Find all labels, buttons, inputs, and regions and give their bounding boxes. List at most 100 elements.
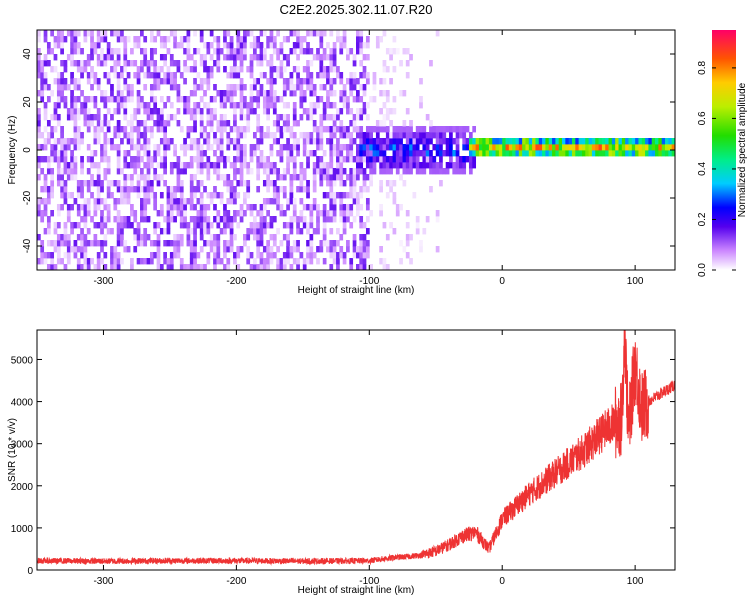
heatmap-cell — [133, 162, 138, 169]
heatmap-cell — [166, 210, 171, 217]
heatmap-cell — [60, 90, 64, 97]
heatmap-cell — [329, 210, 334, 217]
heatmap-cell — [306, 138, 310, 145]
heatmap-cell — [362, 264, 367, 270]
heatmap-cell — [349, 222, 354, 229]
heatmap-cell — [236, 156, 241, 163]
heatmap-cell — [56, 204, 61, 211]
heatmap-cell — [113, 48, 118, 55]
heatmap-cell — [113, 252, 118, 259]
heatmap-cell — [83, 264, 88, 270]
heatmap-cell — [249, 42, 254, 49]
heatmap-cell — [262, 48, 267, 55]
heatmap-cell — [312, 198, 317, 205]
heatmap-cell — [611, 144, 616, 151]
heatmap-cell — [289, 126, 294, 133]
heatmap-cell — [123, 48, 128, 55]
heatmap-cell — [279, 240, 284, 247]
heatmap-cell — [143, 234, 148, 241]
heatmap-cell — [262, 108, 267, 115]
heatmap-cell — [342, 36, 347, 43]
heatmap-cell — [342, 144, 347, 151]
heatmap-cell — [226, 132, 231, 139]
heatmap-cell — [96, 60, 101, 67]
heatmap-cell — [262, 198, 267, 205]
heatmap-cell — [356, 204, 360, 211]
heatmap-cell — [399, 174, 403, 181]
heatmap-cell — [223, 252, 227, 259]
heatmap-cell — [332, 66, 337, 73]
heatmap-cell — [40, 258, 45, 265]
heatmap-cell — [90, 48, 94, 55]
heatmap-cell — [193, 258, 197, 265]
heatmap-cell — [149, 36, 154, 43]
heatmap-cell — [46, 240, 51, 247]
heatmap-cell — [113, 264, 118, 270]
heatmap-cell — [286, 168, 290, 175]
heatmap-cell — [299, 180, 304, 187]
heatmap-cell — [319, 30, 324, 37]
heatmap-cell — [130, 126, 134, 133]
heatmap-cell — [306, 72, 310, 79]
heatmap-cell — [349, 138, 354, 145]
heatmap-cell — [352, 180, 357, 187]
colorbar: 0.00.20.40.60.8 Normalized spectral ampl… — [697, 30, 748, 277]
heatmap-cell — [169, 210, 174, 217]
heatmap-cell — [605, 150, 609, 157]
heatmap-cell — [86, 60, 91, 67]
heatmap-cell — [216, 54, 221, 61]
heatmap-cell — [316, 156, 320, 163]
heatmap-cell — [535, 144, 540, 151]
heatmap-cell — [226, 90, 231, 97]
heatmap-cell — [488, 150, 493, 157]
heatmap-cell — [266, 264, 270, 270]
heatmap-cell — [269, 36, 274, 43]
heatmap-cell — [372, 84, 377, 91]
heatmap-cell — [385, 144, 390, 151]
heatmap-cell — [106, 48, 111, 55]
heatmap-cell — [239, 144, 244, 151]
heatmap-cell — [203, 228, 207, 235]
heatmap-cell — [126, 72, 131, 79]
heatmap-cell — [362, 258, 367, 265]
heatmap-cell — [219, 156, 224, 163]
heatmap-cell — [186, 36, 191, 43]
heatmap-cell — [143, 204, 148, 211]
heatmap-cell — [276, 264, 280, 270]
heatmap-cell — [233, 72, 237, 79]
heatmap-cell — [223, 204, 227, 211]
heatmap-cell — [282, 144, 287, 151]
heatmap-cell — [668, 144, 673, 151]
heatmap-cell — [538, 144, 543, 151]
heatmap-cell — [362, 168, 367, 175]
heatmap-cell — [292, 66, 297, 73]
heatmap-cell — [106, 120, 111, 127]
heatmap-cell — [468, 156, 473, 163]
heatmap-cell — [296, 240, 300, 247]
heatmap-cell — [369, 210, 374, 217]
heatmap-cell — [322, 234, 327, 241]
heatmap-cell — [671, 138, 675, 145]
heatmap-cell — [189, 204, 194, 211]
heatmap-cell — [80, 72, 84, 79]
heatmap-cell — [342, 102, 347, 109]
heatmap-cell — [186, 264, 191, 270]
heatmap-cell — [40, 186, 45, 193]
heatmap-cell — [565, 150, 570, 157]
heatmap-cell — [336, 138, 340, 145]
heatmap-cell — [166, 66, 171, 73]
heatmap-cell — [120, 66, 124, 73]
heatmap-cell — [292, 198, 297, 205]
heatmap-cell — [37, 144, 41, 151]
heatmap-cell — [76, 126, 81, 133]
heatmap-cell — [176, 162, 181, 169]
heatmap-cell — [153, 84, 158, 91]
heatmap-cell — [462, 132, 467, 139]
heatmap-cell — [156, 144, 161, 151]
heatmap-cell — [336, 168, 340, 175]
heatmap-cell — [625, 138, 629, 145]
heatmap-cell — [439, 126, 443, 133]
heatmap-cell — [256, 120, 261, 127]
heatmap-cell — [156, 210, 161, 217]
heatmap-cell — [153, 192, 158, 199]
